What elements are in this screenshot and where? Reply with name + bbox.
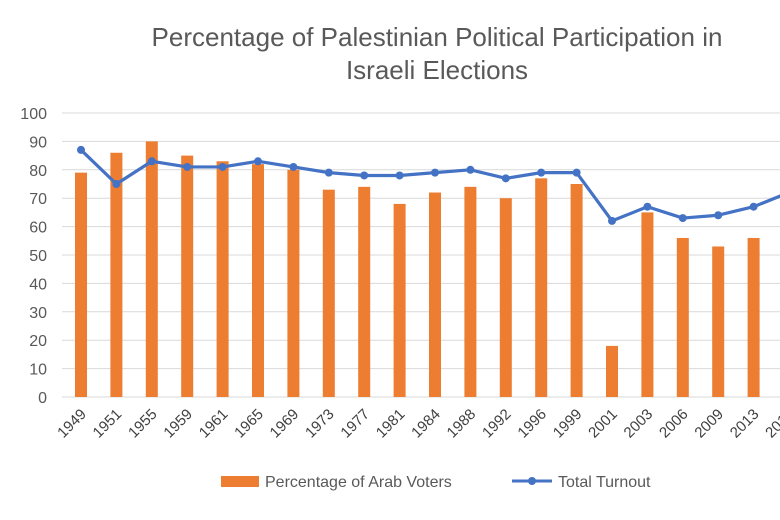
turnout-point-1949 xyxy=(77,145,85,154)
turnout-point-2009 xyxy=(714,211,723,220)
x-tick-label: 1951 xyxy=(90,406,126,442)
bar-1988 xyxy=(464,186,477,397)
bar-1955 xyxy=(145,141,158,397)
legend-marker-total-turnout xyxy=(528,477,536,485)
turnout-point-1955 xyxy=(147,157,156,166)
bar-2009 xyxy=(712,246,725,397)
line-series xyxy=(77,145,780,225)
bar-1969 xyxy=(287,169,300,397)
x-tick-label: 1981 xyxy=(373,406,409,442)
y-tick-label: 70 xyxy=(29,191,47,208)
turnout-point-2001 xyxy=(608,216,616,225)
y-tick-label: 80 xyxy=(29,163,47,180)
bar-2006 xyxy=(676,237,689,397)
bar-1992 xyxy=(499,198,512,397)
bar-1965 xyxy=(252,164,264,397)
x-tick-label: 1984 xyxy=(408,406,444,442)
x-tick-label: 1949 xyxy=(54,406,90,442)
x-tick-label: 1996 xyxy=(514,406,550,442)
bar-1977 xyxy=(358,186,371,397)
turnout-point-2013 xyxy=(749,202,758,211)
turnout-point-1977 xyxy=(360,171,369,180)
x-axis-ticks: 1949 1951 1955 1959 1961 1965 1969 1973 1977 1981… xyxy=(54,406,780,442)
y-tick-label: 0 xyxy=(38,390,47,407)
turnout-point-2006 xyxy=(678,214,687,223)
turnout-point-1959 xyxy=(183,162,192,171)
x-tick-label: 1992 xyxy=(479,406,515,442)
x-tick-label: 1961 xyxy=(196,406,232,442)
y-axis-ticks: 0 10 20 30 40 50 60 70 80 90 100 xyxy=(20,106,47,407)
y-tick-label: 30 xyxy=(29,305,47,322)
legend-label-arab-voters: Percentage of Arab Voters xyxy=(265,474,452,491)
turnout-point-2003 xyxy=(643,202,652,211)
turnout-point-1961 xyxy=(218,162,227,171)
bar-1959 xyxy=(181,155,194,397)
gridlines xyxy=(62,112,780,398)
turnout-point-1999 xyxy=(572,168,581,177)
chart-title-line-1: Percentage of Palestinian Political Part… xyxy=(152,22,723,52)
turnout-point-1988 xyxy=(466,165,475,174)
legend-swatch-arab-voters xyxy=(221,476,259,487)
bar-2003 xyxy=(641,212,654,397)
turnout-point-1969 xyxy=(289,162,298,171)
x-tick-label: 2006 xyxy=(656,406,692,442)
turnout-point-1973 xyxy=(324,168,333,177)
y-tick-label: 50 xyxy=(29,248,47,265)
bar-1981 xyxy=(393,203,406,397)
bar-1961 xyxy=(216,161,229,397)
x-tick-label: 2015 xyxy=(762,406,780,442)
y-tick-label: 60 xyxy=(29,220,47,237)
x-tick-label: 1965 xyxy=(231,406,267,442)
y-tick-label: 40 xyxy=(29,276,47,293)
turnout-point-1996 xyxy=(537,168,546,177)
bar-1949 xyxy=(75,172,87,397)
turnout-point-1951 xyxy=(112,180,121,188)
x-tick-label: 1959 xyxy=(160,406,196,442)
x-tick-label: 1969 xyxy=(267,406,303,442)
x-tick-label: 1977 xyxy=(337,406,373,442)
y-tick-label: 100 xyxy=(20,106,47,123)
x-tick-label: 1999 xyxy=(550,406,586,442)
x-tick-label: 2001 xyxy=(585,406,621,442)
bar-1973 xyxy=(322,189,335,397)
x-tick-label: 1955 xyxy=(125,406,161,442)
turnout-point-1965 xyxy=(254,157,262,166)
legend-label-total-turnout: Total Turnout xyxy=(558,474,651,491)
bar-1996 xyxy=(535,178,548,397)
y-tick-label: 20 xyxy=(29,333,47,350)
x-tick-label: 1973 xyxy=(302,406,338,442)
turnout-point-1981 xyxy=(395,171,404,180)
turnout-point-1984 xyxy=(431,168,439,177)
bar-1999 xyxy=(570,184,583,397)
bar-2013 xyxy=(747,237,760,397)
x-tick-label: 1988 xyxy=(444,406,480,442)
legend: Percentage of Arab Voters Total Turnout xyxy=(221,474,651,491)
bar-series xyxy=(75,141,760,397)
y-tick-label: 10 xyxy=(29,362,47,379)
x-tick-label: 2009 xyxy=(691,406,727,442)
turnout-point-1992 xyxy=(501,174,510,183)
bar-1951 xyxy=(110,152,123,397)
x-tick-label: 2003 xyxy=(621,406,657,442)
chart-title-line-2: Israeli Elections xyxy=(346,55,528,85)
y-tick-label: 90 xyxy=(29,134,47,151)
bar-2001 xyxy=(606,345,618,397)
x-tick-label: 2013 xyxy=(727,406,763,442)
bar-1984 xyxy=(429,192,441,397)
